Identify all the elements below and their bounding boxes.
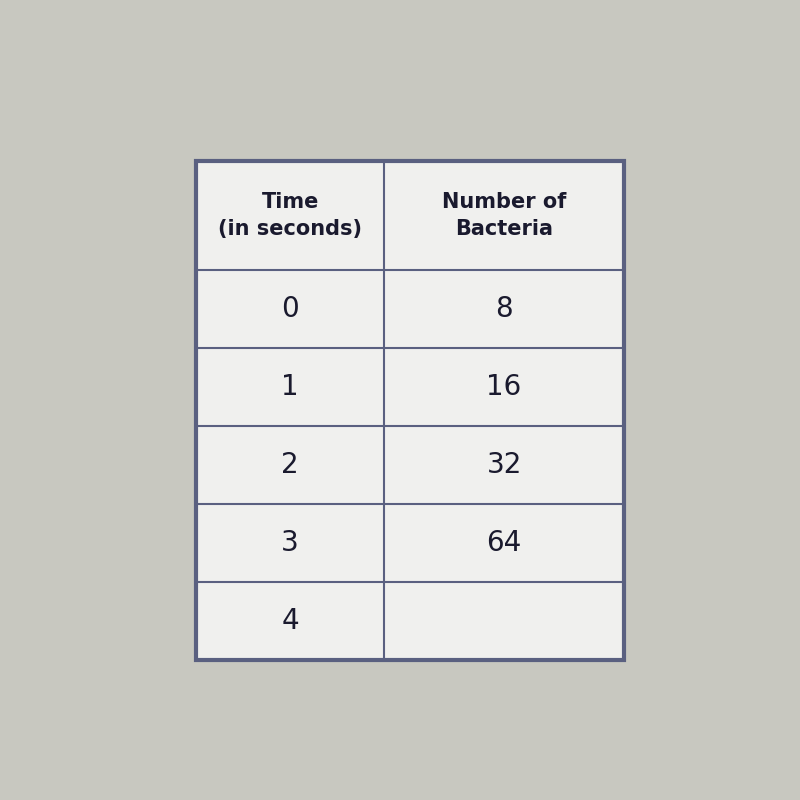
Bar bbox=[196, 161, 624, 660]
Text: Bacteria: Bacteria bbox=[455, 219, 553, 239]
Text: Time: Time bbox=[262, 192, 319, 212]
Text: 32: 32 bbox=[486, 450, 522, 478]
Text: 8: 8 bbox=[495, 295, 513, 323]
Text: 1: 1 bbox=[282, 373, 299, 401]
Text: 0: 0 bbox=[282, 295, 299, 323]
Text: 64: 64 bbox=[486, 529, 522, 557]
Text: 3: 3 bbox=[282, 529, 299, 557]
Text: (in seconds): (in seconds) bbox=[218, 219, 362, 239]
Text: Number of: Number of bbox=[442, 192, 566, 212]
Text: 4: 4 bbox=[282, 606, 299, 634]
Text: 2: 2 bbox=[282, 450, 299, 478]
Text: 16: 16 bbox=[486, 373, 522, 401]
Bar bbox=[196, 161, 624, 660]
